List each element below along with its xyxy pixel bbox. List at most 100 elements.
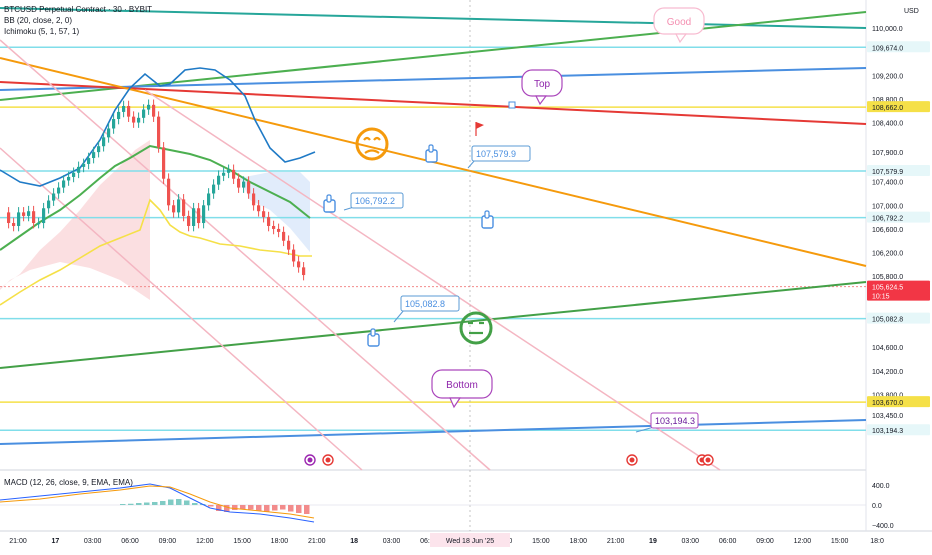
macd-histogram-bar — [184, 500, 190, 505]
trendline-green-bottom — [0, 281, 867, 369]
y-tick-label: 106,600.0 — [872, 227, 903, 234]
pointing-hand-icon — [367, 328, 380, 347]
y-tick-label: 107,400.0 — [872, 180, 903, 187]
y-tick-label: 108,800.0 — [872, 97, 903, 104]
speech-bubble-tail — [675, 33, 688, 44]
callout-box — [471, 145, 531, 162]
macd-line — [0, 483, 315, 523]
trendline-teal — [0, 7, 867, 29]
neutral-face-icon — [459, 311, 493, 345]
price-axis-badge-text: 107,579.9 — [872, 169, 903, 176]
x-tick-label: 21:00 — [607, 538, 625, 545]
candle-body — [102, 137, 106, 147]
macd-histogram-bar — [240, 505, 246, 509]
macd-histogram-bar — [160, 501, 166, 505]
macd-histogram-bar — [256, 505, 262, 511]
x-tick-label: 09:00 — [159, 538, 177, 545]
sad-face-icon — [355, 127, 389, 161]
legend-symbol[interactable]: BTCUSD Perpetual Contract · 30 · BYBIT — [4, 5, 153, 14]
channel-line-upper — [0, 39, 491, 471]
macd-histogram-bar — [272, 505, 278, 511]
callout-pointer — [635, 426, 655, 433]
x-tick-label: 18:00 — [569, 538, 587, 545]
candle-body — [7, 212, 11, 224]
anchor-handle — [508, 101, 516, 109]
candle-body — [67, 176, 71, 181]
price-axis-badge — [867, 396, 930, 408]
macd-histogram-bar — [144, 502, 150, 505]
speech-bubble-label: Good — [667, 17, 691, 28]
callout-box — [650, 412, 699, 429]
legend-ichimoku[interactable]: Ichimoku (5, 1, 57, 1) — [4, 27, 80, 36]
callout-box — [400, 295, 460, 312]
price-axis-badge — [867, 41, 930, 53]
candle-body — [147, 104, 151, 110]
candle-body — [117, 111, 121, 120]
candle-body — [27, 211, 31, 216]
candle-body — [22, 212, 26, 216]
sad-face-eyes — [363, 136, 381, 141]
candle-body — [207, 193, 211, 206]
price-axis-badge — [867, 101, 930, 113]
callout-label: 105,082.8 — [405, 299, 445, 309]
candle-body — [107, 128, 111, 138]
macd-legend[interactable]: MACD (12, 26, close, 9, EMA, EMA) — [4, 478, 133, 487]
y-tick-label: 105,800.0 — [872, 274, 903, 281]
candle-body — [122, 106, 126, 112]
candle-body — [32, 211, 36, 224]
candle-body — [47, 200, 51, 209]
candle-body — [237, 178, 241, 188]
price-axis-badge — [867, 165, 930, 177]
candle-body — [82, 163, 86, 167]
price-axis-badge-text: 105,624.5 — [872, 285, 903, 292]
candle-body — [287, 240, 291, 250]
candle-body — [177, 199, 181, 213]
candle-body — [162, 147, 166, 179]
candle-body — [232, 169, 236, 179]
candle-body — [17, 212, 21, 226]
trendline-blue-top — [0, 67, 867, 91]
us-flag-event-icon — [322, 454, 334, 466]
chart-legend: BTCUSD Perpetual Contract · 30 · BYBIT B… — [4, 4, 152, 37]
candle-body — [292, 249, 296, 262]
x-tick-label: 18:00 — [271, 538, 289, 545]
macd-histogram-bar — [136, 503, 142, 505]
candle-body — [37, 223, 41, 225]
pointing-hand-icon — [323, 194, 336, 213]
macd-histogram-bar — [192, 503, 198, 505]
ichimoku-base-line — [0, 144, 311, 251]
y-tick-label: 106,200.0 — [872, 251, 903, 258]
x-tick-label: 12:00 — [196, 538, 214, 545]
candle-body — [152, 104, 156, 117]
candle-body — [92, 152, 96, 159]
candle-body — [127, 106, 131, 117]
bollinger-upper — [0, 67, 316, 187]
ichimoku-lagging-line — [0, 198, 312, 306]
macd-histogram-bar — [304, 505, 310, 514]
legend-bb[interactable]: BB (20, close, 2, 0) — [4, 16, 73, 25]
candle-body — [262, 211, 266, 218]
x-tick-label: 03:00 — [383, 538, 401, 545]
candle-body — [62, 180, 66, 188]
macd-histogram-bar — [120, 504, 126, 505]
event-marker-dot — [325, 457, 331, 463]
speech-bubble — [431, 369, 493, 399]
x-tick-label: 06:00 — [121, 538, 139, 545]
hand-finger — [428, 144, 434, 153]
price-axis-badge-text: 106,792.2 — [872, 216, 903, 223]
candle-body — [227, 169, 231, 173]
price-countdown: 10:15 — [872, 294, 890, 301]
macd-histogram-bar — [232, 505, 238, 510]
speech-bubble-label: Top — [534, 79, 551, 90]
price-axis-badge-text: 103,194.3 — [872, 428, 903, 435]
sad-face-mouth — [364, 149, 380, 154]
candle-body — [187, 215, 191, 226]
macd-y-tick: 400.0 — [872, 483, 890, 490]
y-tick-label: 107,000.0 — [872, 203, 903, 210]
macd-y-tick: −400.0 — [872, 523, 894, 530]
candle-body — [202, 205, 206, 224]
candle-body — [197, 208, 201, 224]
crosshair-time-badge — [430, 533, 510, 547]
ichimoku-cloud-bull — [240, 172, 310, 252]
